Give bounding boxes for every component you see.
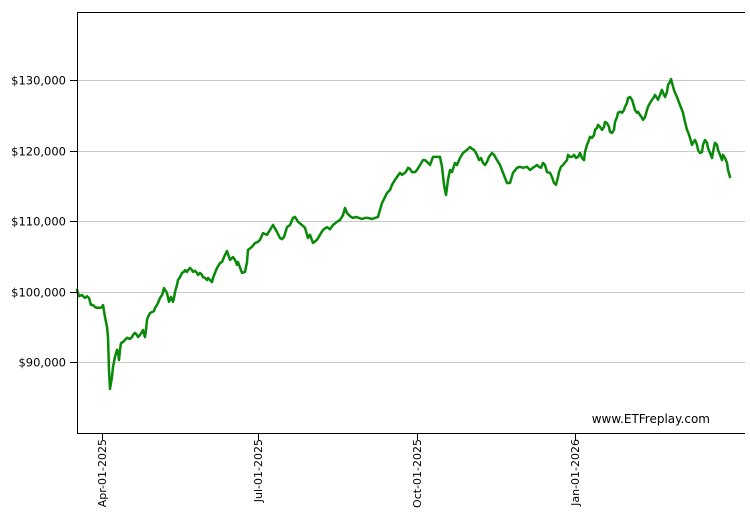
watermark-text: www.ETFreplay.com: [592, 412, 710, 426]
equity-curve-line: [75, 77, 732, 391]
x-axis-tick-label: Jan-01-2026: [569, 439, 582, 507]
y-axis-tick-label: $90,000: [18, 356, 66, 370]
y-axis-tick-label: $120,000: [11, 145, 66, 159]
y-axis-tick-label: $130,000: [11, 74, 66, 88]
x-axis-tick-label: Jul-01-2025: [252, 439, 265, 503]
x-axis-tick-label: Apr-01-2025: [96, 439, 109, 507]
x-axis-tick-label: Oct-01-2025: [411, 439, 424, 508]
y-axis-tick-label: $100,000: [11, 286, 66, 300]
y-axis-tick-label: $110,000: [11, 215, 66, 229]
